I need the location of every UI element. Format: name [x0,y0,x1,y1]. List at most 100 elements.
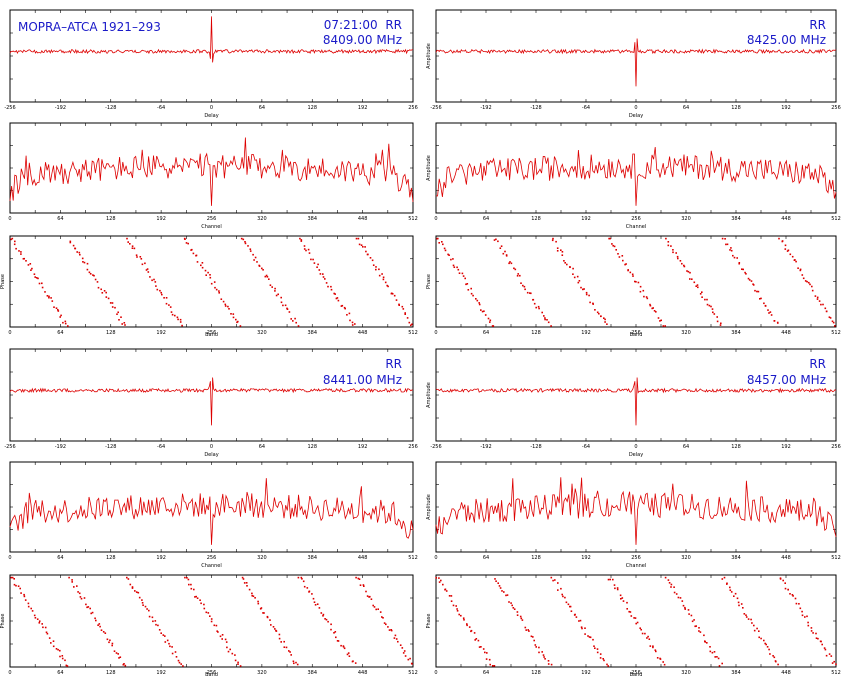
panel-6-point [478,303,481,306]
panel-9-point [369,595,371,598]
panel-6-point [452,264,455,267]
panel-9-point [334,631,337,633]
panel-6-xticklabel: 256 [631,330,641,336]
panel-6-point [547,321,550,324]
panel-12-point [679,597,682,599]
panel-9-point [203,603,205,606]
panel-10-xticklabel: 0 [634,444,637,450]
panel-3-point [209,276,212,279]
panel-9-point [322,615,324,617]
panel-12-point [587,635,589,637]
panel-12-xticklabel: 448 [781,670,791,676]
panel-9-point [127,578,130,580]
panel-6-point [769,311,772,313]
panel-9-point [157,624,159,627]
panel-6-point [651,307,653,310]
panel-3-point [14,240,16,243]
panel-5-series-line [435,146,837,206]
panel-5-ylabel: Amplitude [426,155,432,181]
panel-12-point [646,637,648,639]
panel-9-point [73,586,75,588]
panel-3-point [18,250,20,252]
panel-7-xticklabel: -192 [55,444,66,450]
panel-9-point [86,606,88,609]
panel-12-point [450,600,453,602]
panel-6-point [732,254,734,257]
panel-3-point [120,316,122,318]
panel-12-point [698,630,700,632]
panel-6-point [551,239,554,242]
panel-3-point [264,275,267,278]
panel-12-frame [435,574,837,668]
panel-9-point [306,587,309,589]
panel-12-point [535,646,537,648]
panel-3-point [62,321,64,324]
panel-12-point [575,616,578,618]
panel-12-point [734,592,737,595]
panel-12-point [644,632,646,635]
panel-7-series-line [9,377,414,426]
panel-3-point [295,321,297,324]
panel-9-point [219,635,222,638]
panel-12-point [547,663,550,665]
panel-8-xticklabel: 192 [156,555,166,561]
panel-9-point [283,646,286,648]
block4-freq: 8457.00 MHz [746,373,826,387]
panel-11-xticklabel: 448 [781,555,791,561]
panel-12-point [497,582,499,584]
panel-9-point [171,652,174,655]
panel-3-xticklabel: 448 [358,330,368,336]
panel-6-point [767,309,769,311]
panel-3-point [30,269,32,271]
panel-3-point [92,274,94,276]
panel-3-point [327,285,329,288]
panel-10-xticklabel: 128 [731,444,741,450]
panel-4-ylabel: Amplitude [426,43,432,69]
panel-6-point [729,249,731,251]
panel-9-point [66,665,69,667]
panel-6-point [802,277,805,280]
panel-12-point [656,657,659,659]
panel-6-point [588,294,590,297]
panel-6-point [476,299,479,302]
panel-6-point [814,295,817,297]
panel-9-point [17,585,20,587]
panel-9-point [383,622,386,624]
panel-9-point [382,617,384,619]
panel-3-point [322,273,324,275]
panel-3-point [86,268,89,271]
panel-4-xticklabel: -128 [530,105,541,111]
panel-6-point [637,281,640,284]
panel-6-point [662,325,665,327]
panel-3-point [266,276,269,278]
panel-6-point [730,247,732,249]
panel-10-xticklabel: -256 [430,444,441,450]
panel-3-point [362,246,364,248]
panel-9-point [397,640,399,643]
panel-6-point [462,275,465,277]
panel-3-point [118,319,120,321]
panel-3-point [364,246,366,248]
panel-11-xlabel: Channel [626,563,647,569]
panel-9-point [330,623,332,626]
panel-6-point [438,242,440,244]
panel-12-point [664,576,667,579]
panel-9-point [254,597,256,599]
panel-3-point [81,257,84,260]
panel-3-point [97,286,100,289]
panel-12-point [823,647,826,649]
panel-9-point [61,657,64,660]
panel-3-point [13,243,16,246]
panel-9-point [38,622,41,624]
panel-6-point [582,288,584,291]
panel-1-xlabel: Delay [204,113,218,119]
panel-9-point [30,607,32,610]
panel-9-point [95,619,97,622]
panel-9-point [36,618,39,620]
panel-4-series-line [435,38,837,87]
panel-6-point [487,317,490,320]
block1-freq: 8409.00 MHz [322,33,402,47]
panel-6-point [452,258,454,260]
panel-9-point [248,588,251,591]
panel-3-point [299,237,301,240]
